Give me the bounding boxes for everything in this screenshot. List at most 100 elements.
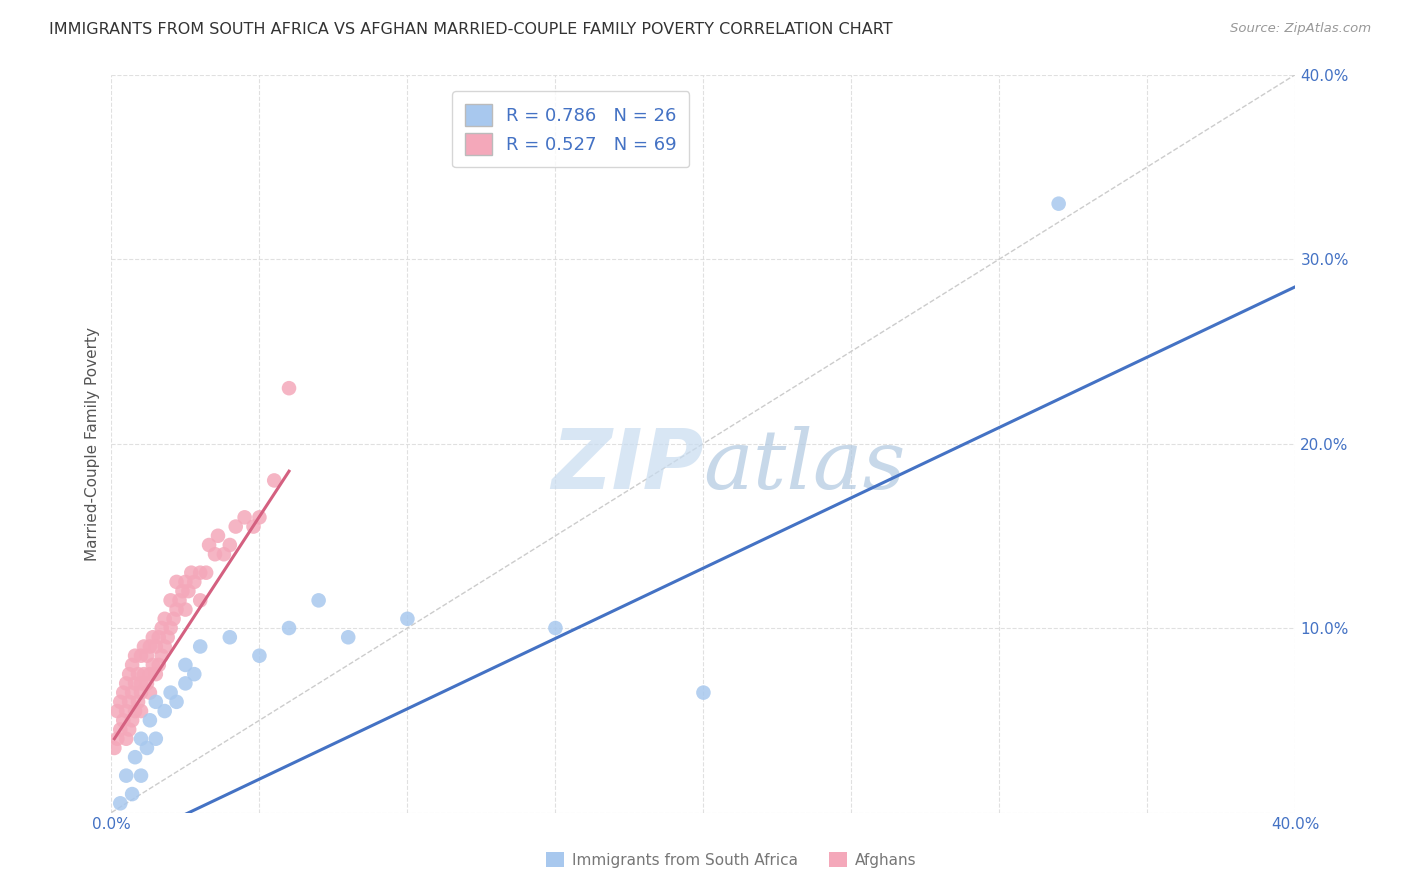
Point [150,648,173,663]
Point [148,657,170,672]
Point [124,648,146,663]
Point [124,676,146,690]
Legend: R = 0.786   N = 26, R = 0.527   N = 69: R = 0.786 N = 26, R = 0.527 N = 69 [451,91,689,168]
Point [132,640,155,654]
Point [156,630,179,644]
Point [110,797,132,811]
Point [129,648,152,663]
Point [263,474,285,488]
Point [180,566,202,580]
Point [129,731,152,746]
Point [169,593,191,607]
Point [124,704,146,718]
Point [112,685,135,699]
Point [150,621,173,635]
Point [166,602,188,616]
Point [105,704,128,718]
Point [112,713,135,727]
Point [225,519,247,533]
Point [115,704,138,718]
Point [118,667,141,681]
Point [544,621,567,635]
Point [115,769,138,783]
Legend: Immigrants from South Africa, Afghans: Immigrants from South Africa, Afghans [538,844,924,875]
Point [1047,196,1070,211]
Point [129,704,152,718]
Point [162,612,184,626]
Point [159,593,181,607]
Point [153,640,176,654]
Point [153,704,176,718]
Point [121,657,143,672]
Point [136,648,159,663]
Point [159,685,181,699]
Point [129,769,152,783]
Point [195,566,218,580]
Point [132,667,155,681]
Point [278,621,301,635]
Point [121,713,143,727]
Point [174,657,197,672]
Point [278,381,301,395]
Point [139,640,162,654]
Point [174,602,197,616]
Point [692,685,714,699]
Point [103,741,125,756]
Point [142,630,165,644]
Point [174,574,197,589]
Point [145,667,167,681]
Point [233,510,256,524]
Point [218,630,240,644]
Y-axis label: Married-Couple Family Poverty: Married-Couple Family Poverty [86,326,100,560]
Point [118,695,141,709]
Point [139,713,162,727]
Point [145,695,167,709]
Point [139,685,162,699]
Point [188,640,211,654]
Point [110,695,132,709]
Point [145,731,167,746]
Point [207,529,229,543]
Text: atlas: atlas [703,425,905,506]
Point [174,676,197,690]
Point [188,566,211,580]
Text: Source: ZipAtlas.com: Source: ZipAtlas.com [1230,22,1371,36]
Point [337,630,360,644]
Point [127,667,149,681]
Point [249,648,271,663]
Point [204,547,226,561]
Point [121,787,143,801]
Text: ZIP: ZIP [551,425,703,506]
Point [188,593,211,607]
Point [142,657,165,672]
Point [139,667,162,681]
Text: IMMIGRANTS FROM SOUTH AFRICA VS AFGHAN MARRIED-COUPLE FAMILY POVERTY CORRELATION: IMMIGRANTS FROM SOUTH AFRICA VS AFGHAN M… [49,22,893,37]
Point [159,621,181,635]
Point [242,519,264,533]
Point [148,630,170,644]
Point [166,695,188,709]
Point [183,574,205,589]
Point [129,685,152,699]
Point [249,510,271,524]
Point [145,640,167,654]
Point [198,538,221,552]
Point [183,667,205,681]
Point [172,584,194,599]
Point [396,612,419,626]
Point [166,574,188,589]
Point [177,584,200,599]
Point [218,538,240,552]
Point [153,612,176,626]
Point [136,676,159,690]
Point [212,547,235,561]
Point [105,731,128,746]
Point [115,676,138,690]
Point [124,750,146,764]
Point [136,741,159,756]
Point [308,593,330,607]
Point [118,723,141,737]
Point [121,685,143,699]
Point [129,676,152,690]
Point [127,695,149,709]
